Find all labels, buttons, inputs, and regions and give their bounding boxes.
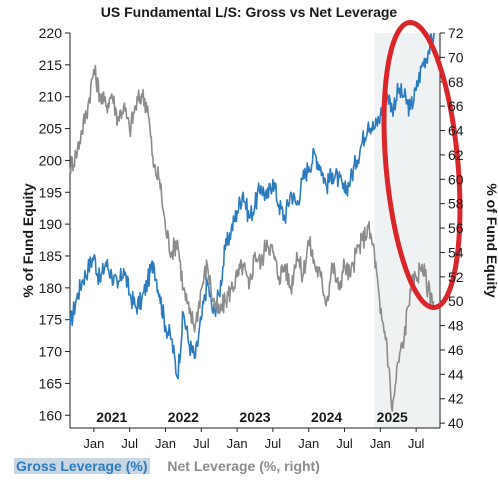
left-tick-label: 165 bbox=[39, 375, 63, 391]
left-tick-label: 210 bbox=[39, 89, 63, 105]
right-tick-label: 54 bbox=[448, 244, 464, 260]
chart-title: US Fundamental L/S: Gross vs Net Leverag… bbox=[100, 4, 398, 20]
month-tick-label: Jul bbox=[265, 436, 282, 451]
gross-leverage-line bbox=[69, 32, 435, 380]
left-tick-label: 175 bbox=[39, 312, 63, 328]
right-tick-label: 56 bbox=[448, 220, 464, 236]
y-axis-label-left: % of Fund Equity bbox=[20, 183, 36, 298]
month-tick-label: Jul bbox=[336, 436, 353, 451]
year-label: 2023 bbox=[239, 409, 270, 425]
month-tick-label: Jan bbox=[155, 436, 176, 451]
month-tick-label: Jan bbox=[370, 436, 391, 451]
left-tick-label: 190 bbox=[39, 216, 63, 232]
legend-gross: Gross Leverage (%) bbox=[14, 458, 150, 474]
right-tick-label: 40 bbox=[448, 415, 464, 431]
left-tick-label: 195 bbox=[39, 184, 63, 200]
right-tick-label: 58 bbox=[448, 196, 464, 212]
right-tick-label: 44 bbox=[448, 366, 464, 382]
left-tick-label: 170 bbox=[39, 344, 63, 360]
right-tick-label: 46 bbox=[448, 342, 464, 358]
right-tick-label: 68 bbox=[448, 74, 464, 90]
right-tick-label: 66 bbox=[448, 98, 464, 114]
year-label: 2024 bbox=[311, 409, 342, 425]
right-tick-label: 62 bbox=[448, 147, 464, 163]
annotation-ellipse bbox=[381, 20, 463, 310]
right-tick-label: 70 bbox=[448, 49, 464, 65]
net-leverage-line bbox=[69, 64, 435, 412]
right-tick-label: 60 bbox=[448, 171, 464, 187]
right-tick-label: 42 bbox=[448, 391, 464, 407]
month-tick-label: Jul bbox=[193, 436, 210, 451]
left-tick-label: 185 bbox=[39, 248, 63, 264]
month-tick-label: Jan bbox=[227, 436, 248, 451]
left-tick-label: 200 bbox=[39, 152, 63, 168]
month-tick-label: Jan bbox=[83, 436, 104, 451]
legend: Gross Leverage (%) Net Leverage (%, righ… bbox=[14, 458, 334, 474]
year-label: 2022 bbox=[168, 409, 199, 425]
left-tick-label: 205 bbox=[39, 121, 63, 137]
left-tick-label: 220 bbox=[39, 25, 63, 41]
right-tick-label: 48 bbox=[448, 318, 464, 334]
y-axis-label-right: % of Fund Equity bbox=[484, 183, 498, 298]
right-tick-label: 50 bbox=[448, 293, 464, 309]
month-tick-label: Jan bbox=[298, 436, 319, 451]
legend-net: Net Leverage (%, right) bbox=[167, 458, 320, 474]
month-tick-label: Jul bbox=[408, 436, 425, 451]
year-label: 2025 bbox=[377, 409, 408, 425]
left-tick-label: 180 bbox=[39, 280, 63, 296]
right-tick-label: 72 bbox=[448, 25, 464, 41]
left-tick-label: 160 bbox=[39, 407, 63, 423]
year-label: 2021 bbox=[96, 409, 127, 425]
month-tick-label: Jul bbox=[121, 436, 138, 451]
left-tick-label: 215 bbox=[39, 57, 63, 73]
right-tick-label: 52 bbox=[448, 269, 464, 285]
right-tick-label: 64 bbox=[448, 123, 464, 139]
